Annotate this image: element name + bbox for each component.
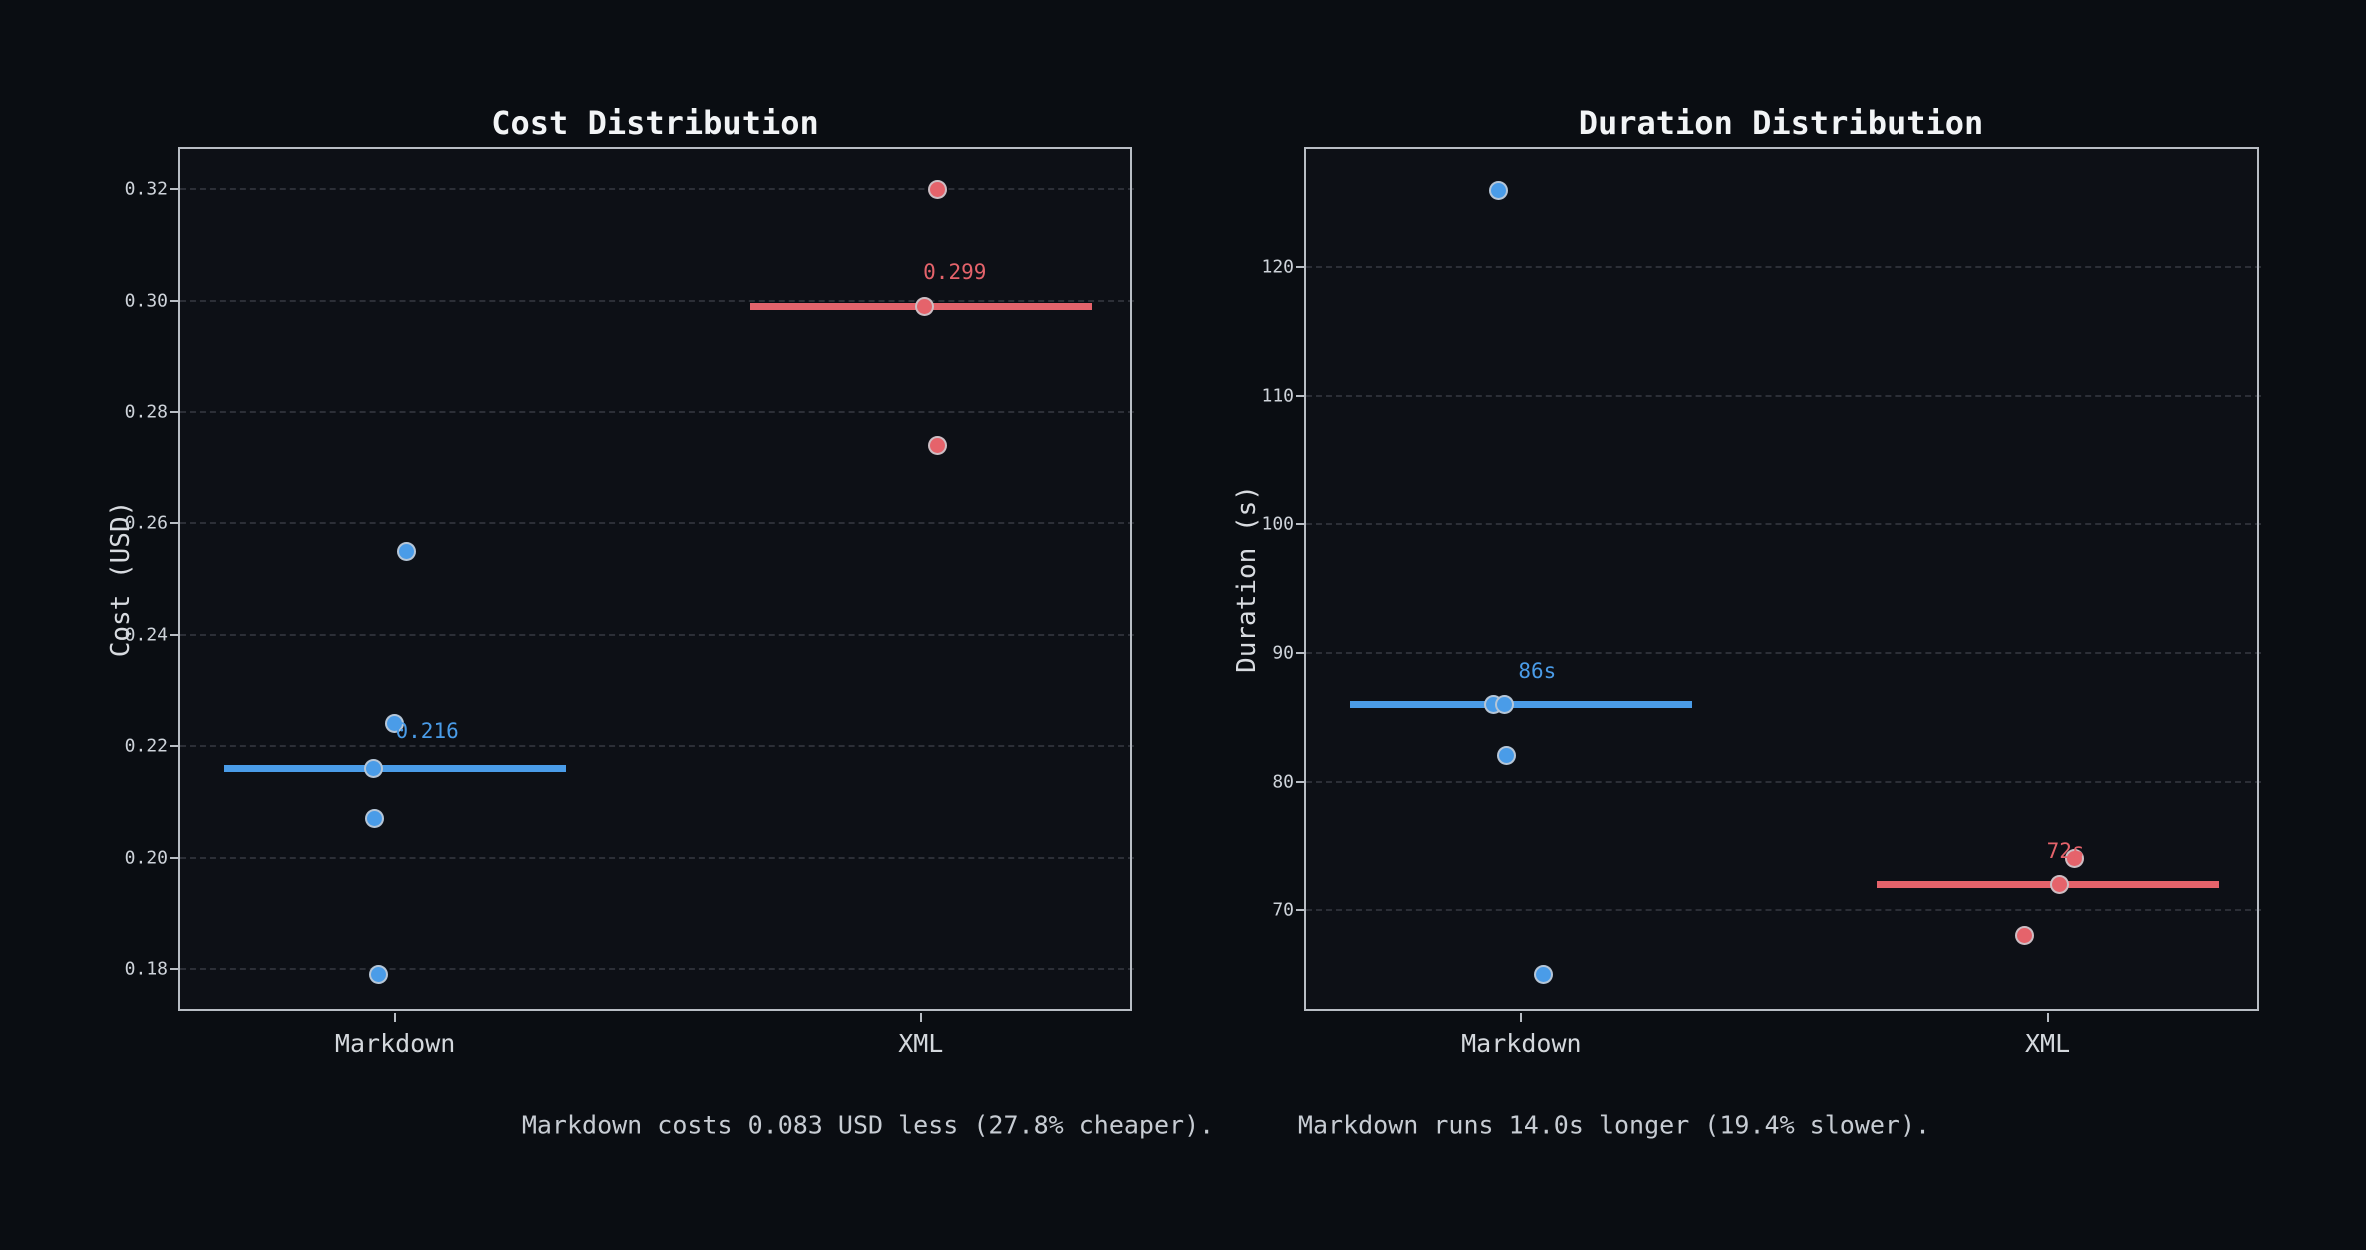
y-tick-mark bbox=[170, 967, 178, 970]
data-point-markdown bbox=[368, 965, 388, 985]
x-tick-label: XML bbox=[898, 1029, 944, 1058]
y-tick-mark bbox=[170, 633, 178, 636]
y-tick-label: 0.22 bbox=[124, 735, 168, 757]
data-point-markdown bbox=[1533, 964, 1553, 984]
y-tick-label: 0.32 bbox=[124, 178, 168, 200]
y-tick-label: 0.20 bbox=[124, 847, 168, 869]
y-tick-label: 0.24 bbox=[124, 624, 168, 646]
gridline bbox=[180, 967, 1134, 970]
gridline bbox=[1306, 652, 2261, 654]
gridline bbox=[180, 633, 1134, 636]
y-tick-label: 70 bbox=[1272, 899, 1294, 921]
y-tick-label: 0.26 bbox=[124, 512, 168, 534]
mean-value-label: 86s bbox=[1518, 659, 1557, 684]
cost-summary-text: Markdown costs 0.083 USD less (27.8% che… bbox=[521, 1110, 1215, 1140]
mean-value-label: 0.299 bbox=[923, 260, 987, 285]
y-tick-label: 0.28 bbox=[124, 401, 168, 423]
y-tick-label: 0.30 bbox=[124, 290, 168, 312]
gridline bbox=[1306, 909, 2261, 912]
cost-chart-title: Cost Distribution bbox=[491, 104, 819, 142]
x-tick-mark bbox=[1520, 1013, 1523, 1022]
y-tick-mark bbox=[170, 745, 178, 748]
data-point-xml bbox=[928, 179, 948, 199]
gridline bbox=[180, 188, 1134, 191]
x-tick-mark bbox=[919, 1013, 922, 1022]
data-point-markdown bbox=[384, 714, 404, 734]
y-tick-mark bbox=[170, 410, 178, 413]
y-tick-mark bbox=[170, 856, 178, 859]
data-point-markdown bbox=[363, 758, 383, 778]
mean-line-markdown bbox=[224, 764, 567, 772]
y-tick-label: 110 bbox=[1261, 385, 1294, 407]
y-tick-label: 90 bbox=[1272, 642, 1294, 664]
data-point-markdown bbox=[364, 809, 384, 829]
duration-summary-text: Markdown runs 14.0s longer (19.4% slower… bbox=[1297, 1110, 1931, 1140]
y-tick-mark bbox=[1296, 652, 1304, 654]
data-point-xml bbox=[2050, 874, 2070, 894]
data-point-xml bbox=[915, 296, 935, 316]
gridline bbox=[1306, 394, 2261, 397]
mean-value-label: 0.216 bbox=[395, 719, 459, 744]
x-tick-label: Markdown bbox=[1461, 1029, 1582, 1058]
y-tick-label: 100 bbox=[1261, 513, 1294, 535]
mean-value-label: 72s bbox=[2046, 839, 2085, 864]
gridline bbox=[180, 856, 1134, 859]
y-tick-mark bbox=[1296, 266, 1304, 269]
data-point-xml bbox=[928, 435, 948, 455]
y-tick-mark bbox=[170, 299, 178, 302]
y-tick-mark bbox=[1296, 394, 1304, 397]
gridline bbox=[180, 410, 1134, 413]
data-point-xml bbox=[2065, 849, 2085, 869]
gridline bbox=[180, 299, 1134, 302]
data-point-xml bbox=[2015, 926, 2035, 946]
y-tick-label: 120 bbox=[1261, 256, 1294, 278]
y-tick-mark bbox=[1296, 780, 1304, 783]
gridline bbox=[180, 745, 1134, 748]
x-tick-label: Markdown bbox=[334, 1029, 456, 1058]
gridline bbox=[1306, 523, 2261, 526]
x-tick-label: XML bbox=[2024, 1029, 2071, 1058]
duration-plot-area: 120 110 100 90 80 70 Markdown XML 86s 72s bbox=[1261, 147, 2261, 1058]
y-tick-mark bbox=[170, 188, 178, 191]
x-tick-mark bbox=[394, 1013, 397, 1022]
mean-line-xml bbox=[1876, 880, 2219, 888]
y-tick-label: 80 bbox=[1272, 771, 1294, 793]
gridline bbox=[1306, 780, 2261, 783]
gridline bbox=[1306, 266, 2261, 269]
y-tick-label: 0.18 bbox=[124, 958, 168, 980]
data-point-markdown bbox=[1494, 694, 1514, 714]
cost-plot-area: 0.32 0.30 0.28 0.26 0.24 0.22 0.20 0.18 Markdown… bbox=[125, 147, 1134, 1058]
data-point-markdown bbox=[1496, 746, 1516, 766]
duration-chart-title: Duration Distribution bbox=[1578, 104, 1984, 142]
mean-line-markdown bbox=[1350, 700, 1693, 708]
data-point-markdown bbox=[1488, 180, 1508, 200]
y-tick-mark bbox=[1296, 909, 1304, 912]
x-tick-mark bbox=[2046, 1013, 2049, 1022]
y-tick-mark bbox=[1296, 523, 1304, 526]
gridline bbox=[180, 522, 1134, 525]
data-point-markdown bbox=[396, 541, 416, 561]
y-tick-mark bbox=[170, 522, 178, 525]
